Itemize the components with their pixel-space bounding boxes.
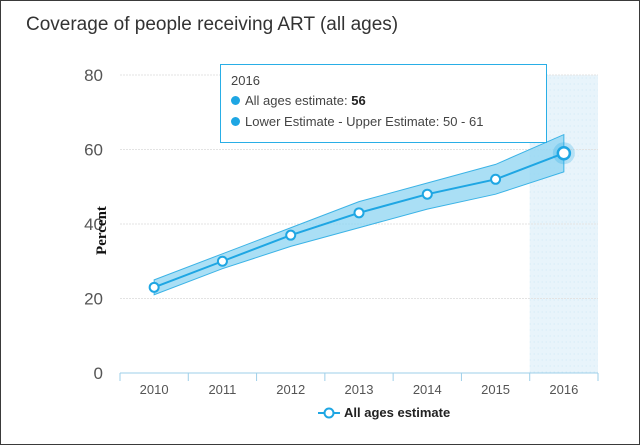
data-point bbox=[421, 188, 433, 200]
tooltip-estimate-label: All ages estimate: bbox=[245, 93, 348, 108]
data-point bbox=[216, 255, 228, 267]
y-tick-label: 0 bbox=[94, 364, 103, 383]
x-tick-label: 2010 bbox=[140, 382, 169, 397]
y-tick-label: 20 bbox=[84, 290, 103, 309]
tooltip-range-label: Lower Estimate - Upper Estimate: bbox=[245, 114, 440, 129]
chart-tooltip: 2016 All ages estimate: 56 Lower Estimat… bbox=[220, 64, 547, 143]
tooltip-estimate-value: 56 bbox=[351, 93, 366, 108]
x-tick-label: 2016 bbox=[549, 382, 578, 397]
chart-title: Coverage of people receiving ART (all ag… bbox=[26, 14, 399, 35]
x-tick-label: 2011 bbox=[208, 382, 236, 397]
data-point bbox=[353, 207, 365, 219]
data-point bbox=[556, 145, 572, 161]
circle-line-icon bbox=[318, 407, 340, 418]
tooltip-estimate-row: All ages estimate: 56 bbox=[231, 93, 536, 108]
x-tick-label: 2012 bbox=[276, 382, 305, 397]
x-tick-label: 2013 bbox=[345, 382, 374, 397]
legend-label: All ages estimate bbox=[344, 405, 451, 420]
series-dot-icon bbox=[231, 96, 240, 105]
data-point bbox=[490, 173, 502, 185]
y-tick-label: 60 bbox=[84, 141, 103, 160]
data-point bbox=[148, 281, 160, 293]
y-tick-label: 40 bbox=[84, 215, 103, 234]
y-axis-label: Percent bbox=[93, 206, 110, 255]
tooltip-range-row: Lower Estimate - Upper Estimate: 50 - 61 bbox=[231, 114, 536, 129]
y-tick-label: 80 bbox=[84, 66, 103, 85]
x-tick-label: 2015 bbox=[481, 382, 510, 397]
tooltip-year: 2016 bbox=[231, 73, 260, 88]
x-tick-label: 2014 bbox=[413, 382, 442, 397]
chart-legend[interactable]: All ages estimate bbox=[318, 405, 450, 420]
data-point bbox=[285, 229, 297, 241]
tooltip-range-value: 50 - 61 bbox=[442, 114, 484, 129]
series-dot-icon bbox=[231, 117, 240, 126]
